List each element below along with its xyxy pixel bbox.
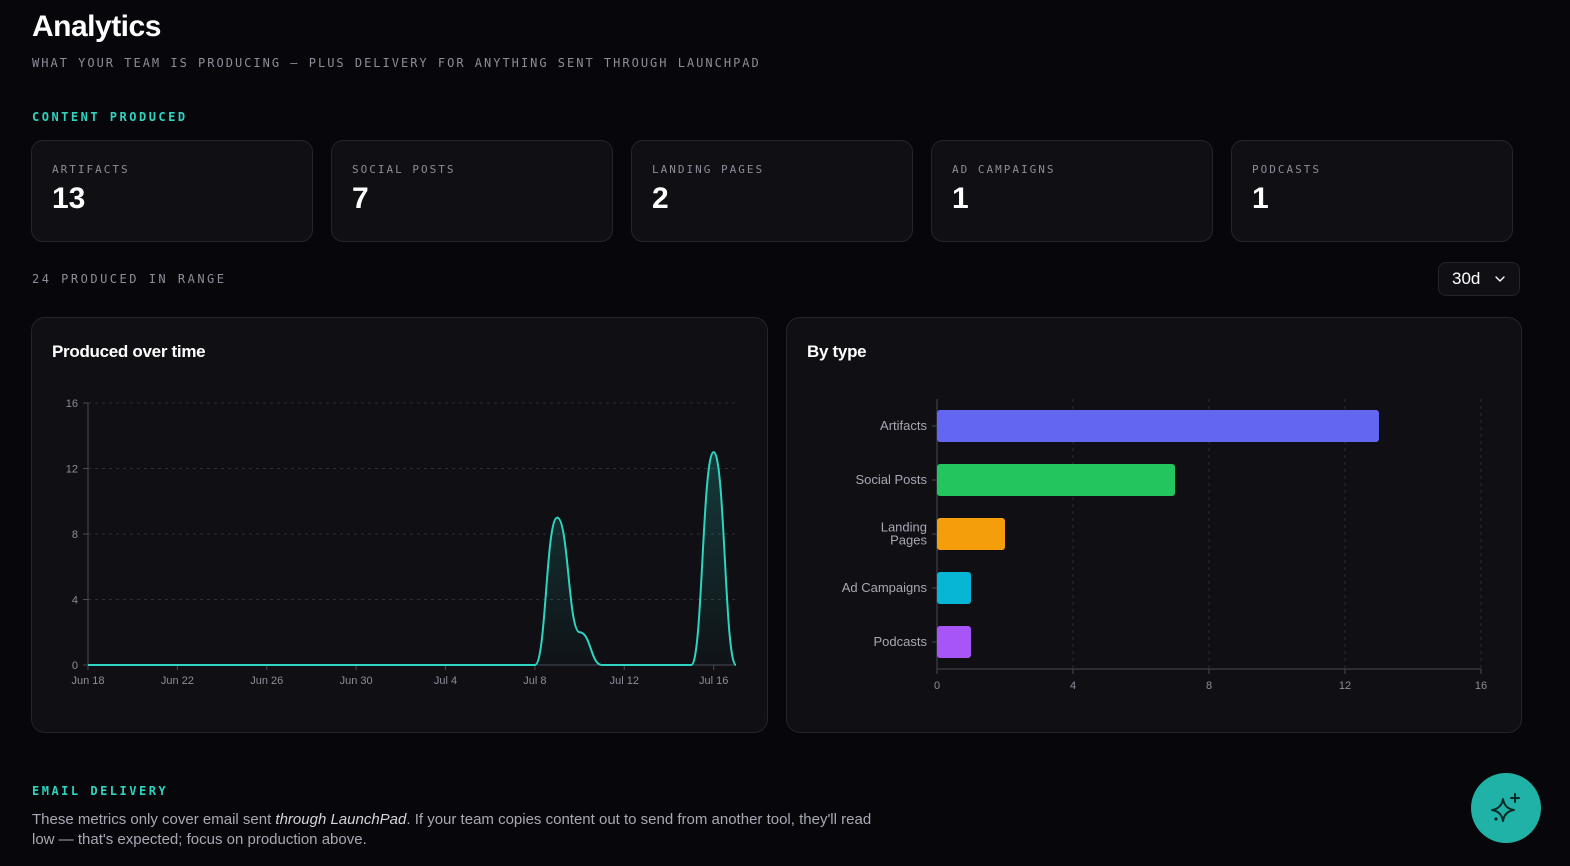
x-tick-label: Jul 16 [699,675,728,687]
category-label: Artifacts [880,418,927,433]
x-tick-label: Jun 22 [161,675,194,687]
panel-title: Produced over time [52,342,206,361]
category-label-line: Social Posts [855,472,927,487]
category-label-line: Ad Campaigns [842,580,928,595]
y-tick-label: 4 [72,595,78,607]
bar [937,572,971,604]
range-select[interactable]: 30d [1438,262,1520,296]
x-tick-label: 4 [1070,680,1076,692]
series-line [87,451,737,666]
x-tick-label: Jun 18 [71,675,104,687]
kpi-value: 1 [1252,182,1269,215]
by-type-panel: By type 0 4 8 12 16 Artifacts Social Posts Land… [786,317,1522,733]
category-label-line: Landing [881,520,927,535]
chevron-down-icon [1495,276,1505,282]
range-select-value: 30d [1452,269,1481,288]
y-tick-label: 0 [72,660,78,672]
page-subtitle: WHAT YOUR TEAM IS PRODUCING — PLUS DELIV… [32,56,761,70]
category-label-line: Artifacts [880,418,927,433]
x-tick-label: Jul 12 [610,675,639,687]
sparkles-icon [1491,793,1520,822]
category-label-line: Podcasts [874,634,928,649]
bar [937,464,1175,496]
kpi-card-ad-campaigns: AD CAMPAIGNS 1 [931,140,1213,242]
series-area [88,452,736,665]
email-note-emphasis: through LaunchPad [275,811,407,828]
y-tick-label: 16 [66,398,78,410]
content-produced-heading: CONTENT PRODUCED [32,110,188,124]
page-title: Analytics [32,10,161,43]
bar [937,626,971,658]
produced-over-time-chart: 0 4 8 12 16 Jun 18 Jun 22 Jun 26 Jun 30 Jul 4 Jul … [66,398,737,687]
bar [937,518,1005,550]
kpi-label: SOCIAL POSTS [352,163,456,176]
kpi-value: 13 [52,182,86,215]
x-tick-label: 16 [1475,680,1487,692]
kpi-card-social-posts: SOCIAL POSTS 7 [331,140,613,242]
by-type-chart: 0 4 8 12 16 Artifacts Social Posts Landing Pages… [842,399,1487,692]
kpi-row: ARTIFACTS 13 SOCIAL POSTS 7 LANDING PAGE… [31,140,1513,242]
category-label: Social Posts [855,472,927,487]
kpi-value: 2 [652,182,669,215]
kpi-label: ARTIFACTS [52,163,130,176]
kpi-card-artifacts: ARTIFACTS 13 [31,140,313,242]
category-label-line: Pages [890,533,927,548]
kpi-label: LANDING PAGES [652,163,765,176]
kpi-value: 1 [952,182,969,215]
email-note-text: These metrics only cover email sent [32,811,276,828]
x-tick-label: Jun 26 [250,675,283,687]
ai-assistant-button[interactable] [1471,773,1541,843]
kpi-card-landing-pages: LANDING PAGES 2 [631,140,913,242]
x-tick-label: Jul 4 [434,675,457,687]
kpi-label: AD CAMPAIGNS [952,163,1056,176]
x-tick-label: 12 [1339,680,1351,692]
kpi-label: PODCASTS [1252,163,1321,176]
x-tick-label: Jun 30 [340,675,373,687]
category-label: Ad Campaigns [842,580,928,595]
email-note-text: . If your team copies content out to sen… [32,811,872,848]
panel-title: By type [807,342,867,361]
category-label: Landing Pages [881,520,928,548]
y-tick-label: 8 [72,529,78,541]
category-label: Podcasts [874,634,928,649]
kpi-value: 7 [352,182,369,215]
email-delivery-note: These metrics only cover email sent thro… [32,810,882,850]
x-tick-label: Jul 8 [523,675,546,687]
y-tick-label: 12 [66,464,78,476]
x-tick-label: 0 [934,680,940,692]
x-tick-label: 8 [1206,680,1212,692]
produced-over-time-panel: Produced over time 0 4 8 12 16 Jun 18 Jun 22 Ju… [31,317,768,733]
kpi-card-podcasts: PODCASTS 1 [1231,140,1513,242]
range-summary: 24 PRODUCED IN RANGE [32,272,227,286]
bar [937,410,1379,442]
email-delivery-heading: EMAIL DELIVERY [32,784,169,798]
